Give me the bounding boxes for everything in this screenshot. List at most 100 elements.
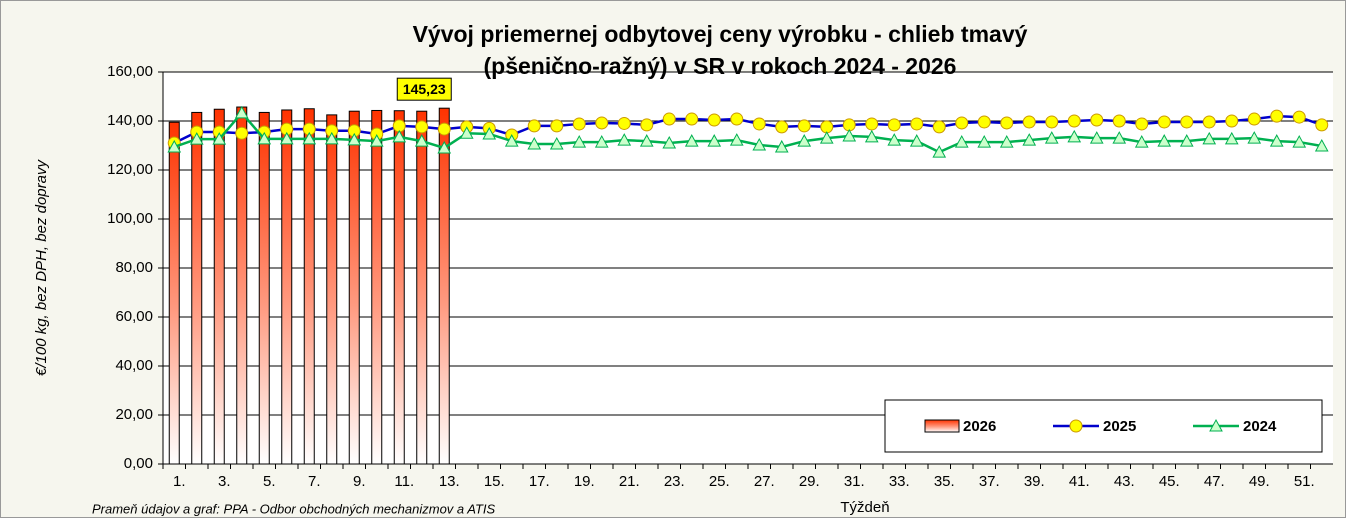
bar [213,108,225,465]
x-tick-label: 5. [263,473,276,490]
marker [279,131,294,145]
source-note: Prameň údajov a graf: PPA - Odbor obchod… [92,501,496,516]
marker [752,137,767,151]
marker [707,113,721,127]
marker [1134,135,1149,148]
marker [504,134,519,147]
marker [324,131,339,145]
bar [348,110,360,465]
marker [977,135,992,148]
marker [1202,115,1216,129]
marker [347,132,362,146]
bar [393,110,405,465]
bar [416,110,428,465]
marker [1022,133,1037,146]
marker [999,135,1014,148]
marker [1000,116,1014,130]
marker [730,112,744,126]
y-tick-label: 160,00 [107,63,153,80]
marker [932,120,946,134]
y-tick-label: 20,00 [115,406,153,423]
y-tick-label: 80,00 [115,259,153,276]
marker [864,129,879,143]
marker [1157,134,1172,147]
bar [371,109,383,465]
marker [572,135,587,148]
marker [977,115,991,129]
marker [820,120,834,134]
marker [302,131,317,145]
legend-label: 2025 [1103,418,1136,435]
marker [1112,131,1127,144]
marker [594,135,609,148]
marker [1067,129,1082,143]
legend-marker [1209,418,1223,432]
marker [1044,131,1059,144]
x-tick-label: 39. [1024,473,1045,490]
marker [595,116,609,130]
marker [909,134,924,147]
marker [1247,112,1261,126]
marker [482,126,497,140]
x-tick-label: 7. [308,473,321,490]
marker [887,133,902,146]
marker [234,105,249,119]
bar [258,111,270,465]
marker [212,132,227,145]
marker [527,136,542,150]
x-tick-label: 49. [1249,473,1270,490]
chart-title: Vývoj priemernej odbytovej ceny výrobku … [413,21,1028,47]
marker [819,131,834,144]
marker [774,139,789,153]
x-tick-label: 35. [934,473,955,490]
marker [1090,113,1104,127]
marker [955,116,969,130]
marker [797,119,811,133]
x-tick-label: 33. [889,473,910,490]
marker [1045,115,1059,129]
marker [1202,131,1217,145]
legend-label: 2024 [1243,418,1277,435]
y-tick-label: 120,00 [107,161,153,178]
legend-marker [1069,419,1083,433]
marker [662,136,677,149]
marker [549,136,564,150]
marker [639,134,654,147]
x-tick-label: 21. [619,473,640,490]
marker [865,117,879,131]
marker [235,126,249,140]
bar [303,108,315,465]
marker [617,133,632,146]
marker [1022,115,1036,129]
line [173,114,1323,145]
legend-label: 2026 [963,418,996,435]
y-tick-label: 140,00 [107,112,153,129]
marker [1135,117,1149,131]
x-tick-label: 17. [529,473,550,490]
marker [752,117,766,131]
x-tick-label: 13. [439,473,460,490]
marker [1180,115,1194,129]
marker [1225,114,1239,128]
x-tick-label: 25. [709,473,730,490]
marker [1314,138,1329,152]
bar [191,111,203,465]
marker [1247,131,1262,144]
marker [189,132,204,145]
marker [527,119,541,133]
chart-title: (pšenično-ražný) v SR v rokoch 2024 - 20… [484,53,957,79]
marker [932,145,947,158]
bar [438,107,450,465]
x-tick-label: 9. [353,473,366,490]
marker [729,133,744,146]
x-tick-label: 31. [844,473,865,490]
bar [326,114,338,465]
marker [617,116,631,130]
marker [1112,114,1126,128]
x-axis-label: Týždeň [840,499,889,516]
y-tick-label: 100,00 [107,210,153,227]
marker [257,131,272,145]
marker [550,119,564,133]
marker [1270,109,1284,123]
marker [437,122,451,136]
